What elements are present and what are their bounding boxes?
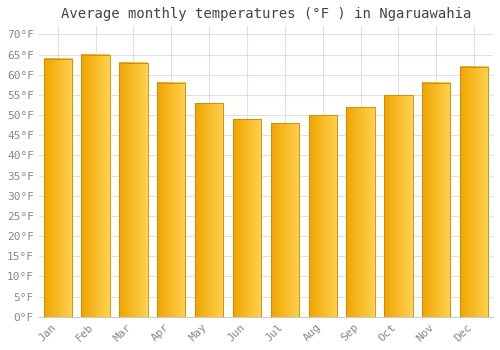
Bar — [346, 107, 375, 317]
Title: Average monthly temperatures (°F ) in Ngaruawahia: Average monthly temperatures (°F ) in Ng… — [60, 7, 471, 21]
Bar — [384, 95, 412, 317]
Bar — [460, 66, 488, 317]
Bar — [157, 83, 186, 317]
Bar — [44, 58, 72, 317]
Bar — [82, 55, 110, 317]
Bar — [308, 115, 337, 317]
Bar — [195, 103, 224, 317]
Bar — [422, 83, 450, 317]
Bar — [119, 63, 148, 317]
Bar — [270, 123, 299, 317]
Bar — [233, 119, 261, 317]
